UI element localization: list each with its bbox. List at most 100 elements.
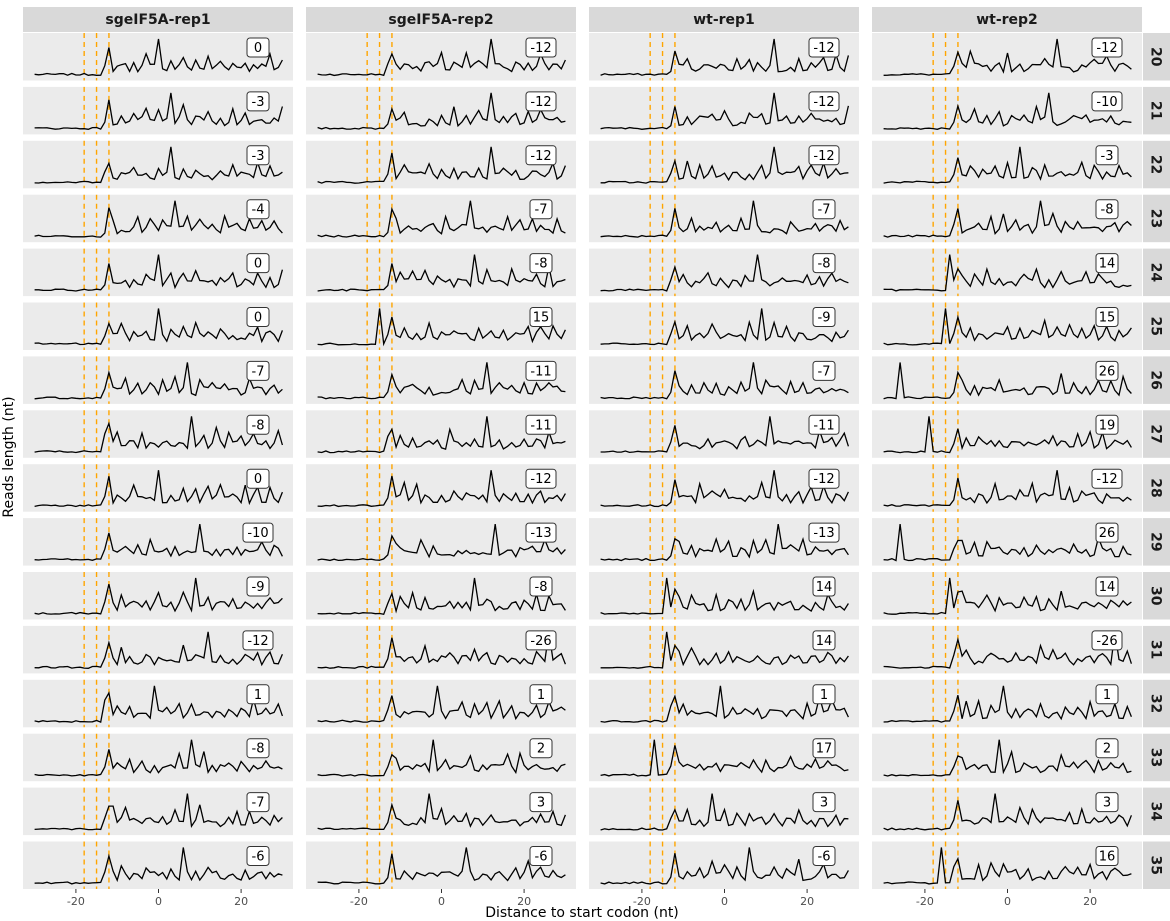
offset-label: -10	[1096, 95, 1117, 110]
offset-label: 2	[1103, 742, 1111, 757]
offset-label-box	[529, 792, 553, 813]
panel: -7	[589, 356, 859, 404]
panel: 19	[872, 410, 1142, 458]
series-line	[883, 793, 1133, 831]
offset-label-box	[808, 145, 840, 166]
series-line	[600, 416, 850, 454]
offset-label-box	[246, 199, 270, 220]
row-strip-label: 33	[1148, 748, 1164, 767]
offset-label-box	[529, 307, 553, 327]
series-line	[883, 308, 1132, 346]
offset-label-box	[525, 37, 557, 58]
row-strip-label: 32	[1148, 694, 1164, 713]
row-strip: 33	[1143, 733, 1170, 782]
series-line	[600, 577, 849, 615]
offset-label-box	[242, 630, 274, 651]
offset-label: -11	[813, 418, 834, 433]
offset-label-box	[812, 630, 836, 651]
panel: -8	[306, 248, 576, 297]
panel: -10	[872, 86, 1142, 135]
series-line	[317, 146, 567, 184]
offset-label-box	[529, 253, 553, 274]
offset-label: 2	[537, 742, 545, 757]
row-strip-label: 30	[1148, 586, 1164, 606]
row-strip: 27	[1143, 410, 1170, 458]
offset-label: -6	[535, 850, 548, 865]
offset-label-box	[525, 522, 557, 543]
offset-label-box	[812, 792, 836, 813]
offset-label: -12	[1096, 472, 1117, 487]
row-strips: 20 21 22 23 24 25 26 27 28 29 30 31 32 33 34 35	[1143, 33, 1170, 889]
offset-label: -12	[813, 472, 834, 487]
panel: -6	[23, 841, 293, 889]
x-tick-label: 0	[721, 895, 728, 908]
row-strip: 32	[1143, 679, 1170, 728]
series-line	[600, 523, 849, 562]
panel: 0	[23, 248, 293, 297]
offset-label: -8	[252, 742, 265, 757]
panel: -13	[306, 518, 576, 566]
panel: 1	[23, 679, 293, 728]
series-line	[600, 739, 849, 777]
row-strip: 29	[1143, 518, 1170, 566]
series-line	[883, 847, 1132, 885]
series-line	[883, 685, 1133, 723]
panel: 26	[872, 518, 1142, 566]
panel: 2	[306, 733, 576, 782]
offset-label-box	[525, 630, 557, 651]
column-strip-label: sgeIF5A-rep1	[105, 12, 210, 28]
series-line	[600, 362, 849, 400]
panel: 2	[872, 733, 1142, 782]
offset-label-box	[246, 468, 270, 489]
offset-label: 17	[816, 742, 833, 757]
panel: -12	[589, 140, 859, 189]
panel: -6	[306, 841, 576, 889]
series-line	[34, 200, 283, 238]
series-line	[317, 254, 566, 292]
row-strip: 26	[1143, 356, 1170, 404]
series-line	[317, 92, 566, 130]
panel: -7	[306, 194, 576, 243]
column-strip-label: wt-rep2	[976, 12, 1038, 28]
panel: -8	[872, 194, 1142, 243]
offset-label: -13	[530, 526, 551, 541]
series-line	[317, 362, 566, 400]
series-line	[883, 362, 1132, 400]
panel: 1	[589, 679, 859, 728]
offset-label-box	[808, 37, 840, 58]
series-line	[600, 631, 849, 669]
row-strip-bg	[1143, 33, 1170, 81]
series-line	[34, 38, 283, 76]
offset-label-box	[812, 360, 836, 381]
offset-label: -10	[247, 526, 268, 541]
offset-label-box	[812, 576, 836, 597]
series-line	[317, 200, 566, 238]
column-strip-bg	[306, 7, 576, 32]
series-line	[34, 146, 283, 184]
offset-label: 0	[254, 311, 262, 326]
panel: -12	[23, 625, 293, 674]
offset-label: 0	[254, 41, 262, 56]
column-strip-bg	[589, 7, 859, 32]
panel: -12	[306, 33, 576, 81]
series-line	[317, 577, 566, 616]
offset-label-box	[246, 684, 270, 705]
row-strip-bg	[1143, 86, 1170, 135]
row-strip-label: 23	[1148, 209, 1164, 228]
offset-label-box	[246, 846, 270, 866]
offset-label-box	[525, 468, 557, 489]
offset-label: -12	[530, 95, 551, 110]
series-line	[600, 685, 849, 723]
x-tick-label: 20	[800, 895, 814, 908]
panel: -12	[589, 86, 859, 135]
offset-label-box	[246, 91, 270, 112]
series-line	[883, 739, 1132, 777]
offset-label: -6	[252, 850, 265, 865]
series-line	[34, 631, 283, 669]
column-strip-label: sgeIF5A-rep2	[388, 12, 493, 28]
offset-label: -8	[535, 580, 548, 595]
offset-label: -9	[252, 580, 265, 595]
series-line	[883, 416, 1132, 454]
column-strips: sgeIF5A-rep1 sgeIF5A-rep2 wt-rep1 wt-rep2	[23, 7, 1142, 32]
